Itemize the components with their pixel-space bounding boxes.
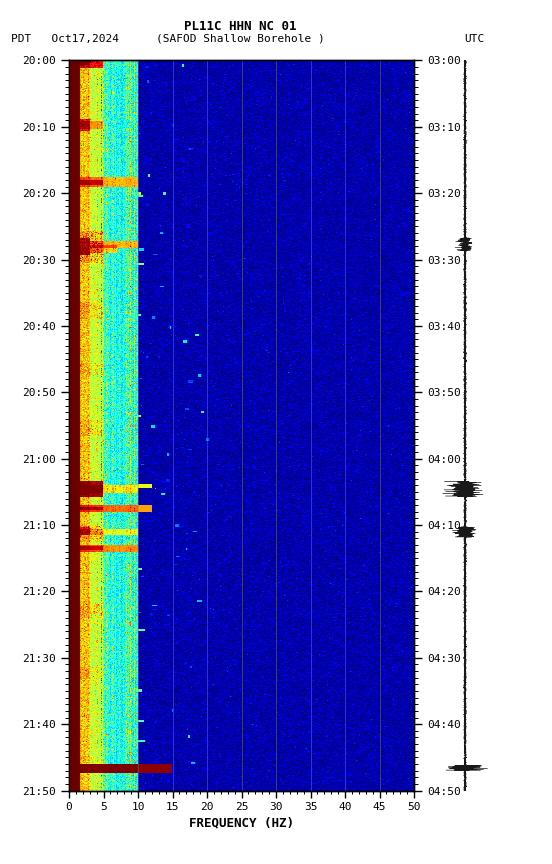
Text: UTC: UTC [465, 34, 485, 44]
Text: (SAFOD Shallow Borehole ): (SAFOD Shallow Borehole ) [156, 34, 325, 44]
Bar [69, 60, 79, 791]
Text: PL11C HHN NC 01: PL11C HHN NC 01 [184, 20, 296, 33]
Text: PDT   Oct17,2024: PDT Oct17,2024 [11, 34, 119, 44]
X-axis label: FREQUENCY (HZ): FREQUENCY (HZ) [189, 816, 294, 829]
